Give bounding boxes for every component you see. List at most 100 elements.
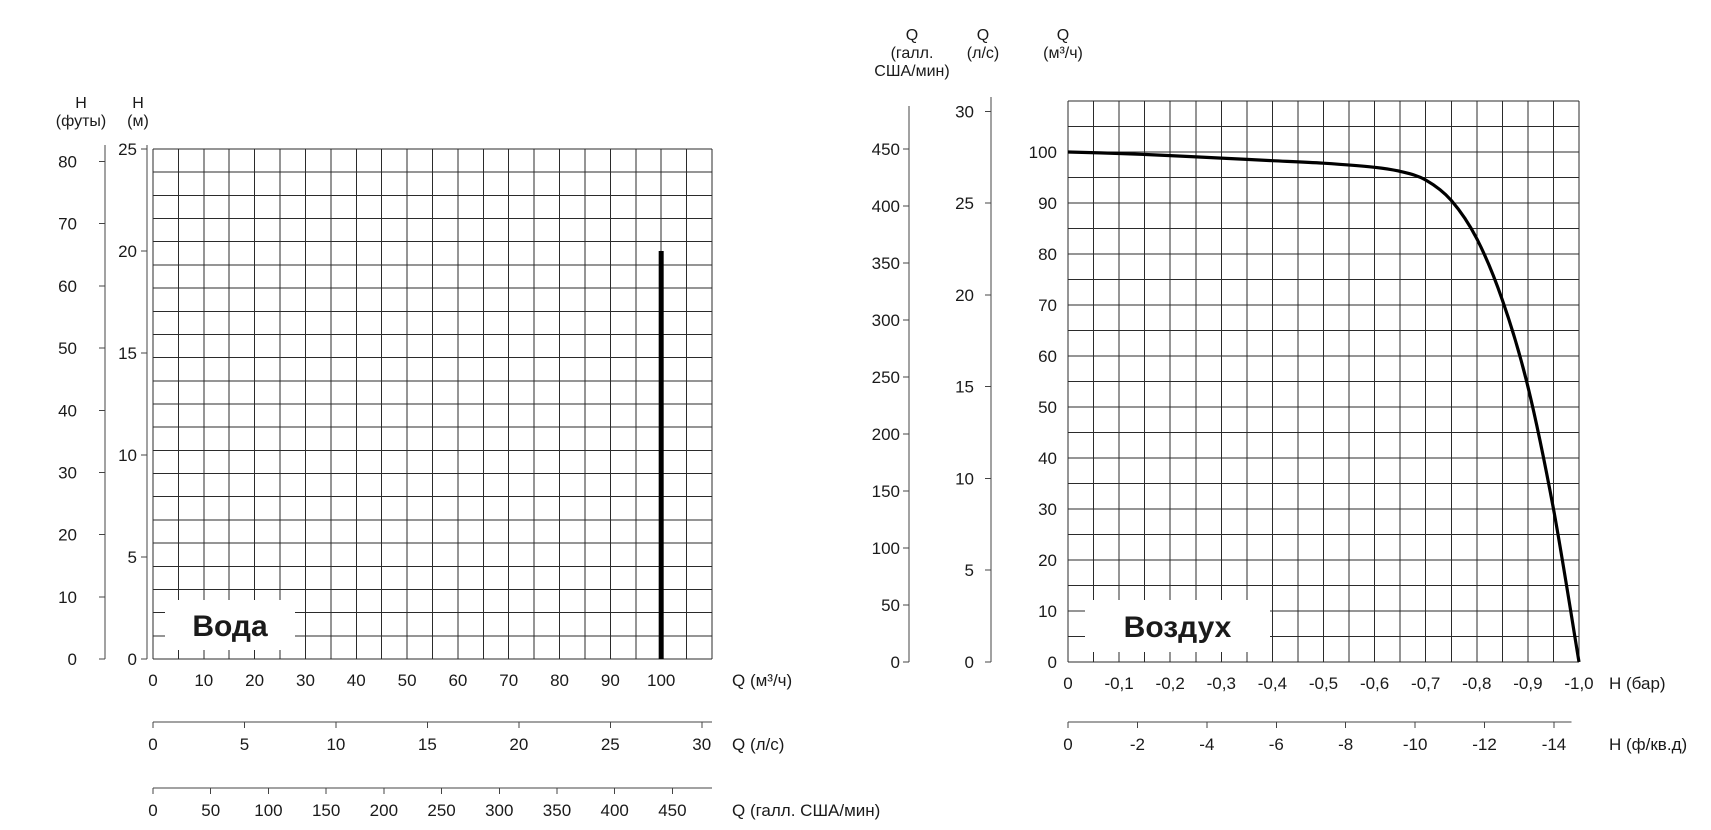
y-tick-label: 40 <box>58 401 77 420</box>
y-axis-header: Q <box>906 27 918 44</box>
y-tick-label: 250 <box>872 368 900 387</box>
y-tick-label: 30 <box>1038 500 1057 519</box>
y-axis-header: (галл. <box>891 45 934 62</box>
x-tick-label: 0 <box>148 671 157 690</box>
y-tick-label: 200 <box>872 425 900 444</box>
medium-badge: Вода <box>165 600 295 650</box>
x-axis-title: Q (м³/ч) <box>732 671 792 690</box>
y-tick-label: 25 <box>955 194 974 213</box>
x-tick-label: 300 <box>485 801 513 820</box>
y-tick-label: 80 <box>58 153 77 172</box>
y-tick-label: 80 <box>1038 245 1057 264</box>
x-axis-title: Q (галл. США/мин) <box>732 801 880 820</box>
x-tick-label: 90 <box>601 671 620 690</box>
x-axis: 0 5 10 15 20 25 30 Q (л/с) <box>148 721 784 754</box>
y-tick-label: 0 <box>891 653 900 672</box>
y-tick-label: 350 <box>872 254 900 273</box>
badge-background <box>165 600 295 650</box>
y-axis-header: Q <box>1057 27 1069 44</box>
x-tick-label: 50 <box>201 801 220 820</box>
x-tick-label: -0,2 <box>1156 674 1185 693</box>
y-tick-label: 15 <box>955 378 974 397</box>
y-axis-header: (л/с) <box>967 45 999 62</box>
y-tick-label: 70 <box>58 215 77 234</box>
y-axis: 0 5 10 15 20 25 H(м) <box>118 95 149 669</box>
y-tick-label: 30 <box>955 102 974 121</box>
y-tick-label: 0 <box>128 650 137 669</box>
x-tick-label: 30 <box>296 671 315 690</box>
plot-grid <box>1067 100 1580 663</box>
x-tick-label: 100 <box>647 671 675 690</box>
x-axis: 0 10 20 30 40 50 60 70 80 90 100 Q (м³/ч) <box>148 671 792 690</box>
y-axis-header: США/мин) <box>874 63 949 80</box>
y-tick-label: 60 <box>58 277 77 296</box>
y-axis-header: (футы) <box>56 113 106 130</box>
y-tick-label: 0 <box>1048 653 1057 672</box>
x-tick-label: 50 <box>398 671 417 690</box>
x-tick-label: 40 <box>347 671 366 690</box>
y-tick-label: 20 <box>118 242 137 261</box>
x-tick-label: -0,3 <box>1207 674 1236 693</box>
x-tick-label: 250 <box>427 801 455 820</box>
x-tick-label: -10 <box>1403 735 1428 754</box>
x-axis: 0 -2 -4 -6 -8 -10 -12 -14 H (ф/кв.д) <box>1063 721 1687 754</box>
y-tick-label: 450 <box>872 140 900 159</box>
medium-badge: Воздух <box>1085 600 1270 652</box>
y-tick-label: 50 <box>1038 398 1057 417</box>
y-tick-label: 30 <box>58 463 77 482</box>
y-tick-label: 70 <box>1038 296 1057 315</box>
y-tick-label: 15 <box>118 344 137 363</box>
x-tick-label: 100 <box>254 801 282 820</box>
x-tick-label: 200 <box>370 801 398 820</box>
y-tick-label: 300 <box>872 311 900 330</box>
x-tick-label: 70 <box>499 671 518 690</box>
x-axis-title: H (ф/кв.д) <box>1609 735 1687 754</box>
y-axis-header: (м) <box>127 113 149 130</box>
x-tick-label: -6 <box>1269 735 1284 754</box>
y-tick-label: 20 <box>955 286 974 305</box>
y-tick-label: 10 <box>118 446 137 465</box>
x-tick-label: 0 <box>1063 674 1072 693</box>
x-axis: 0 -0,1 -0,2 -0,3 -0,4 -0,5 -0,6 -0,7 -0,8 -0,9 -1,… <box>1063 674 1665 693</box>
x-tick-label: -14 <box>1542 735 1567 754</box>
y-axis: 0 50 100 150 200 250 300 350 400 450 Q(галл.США/ми… <box>872 27 950 672</box>
y-tick-label: 10 <box>58 588 77 607</box>
x-tick-label: 5 <box>240 735 249 754</box>
y-tick-label: 0 <box>68 650 77 669</box>
x-tick-label: 30 <box>692 735 711 754</box>
x-tick-label: -12 <box>1472 735 1497 754</box>
y-axis-header: H <box>75 95 87 112</box>
x-axis-title: H (бар) <box>1609 674 1666 693</box>
y-tick-label: 150 <box>872 482 900 501</box>
y-tick-label: 0 <box>965 653 974 672</box>
x-tick-label: 150 <box>312 801 340 820</box>
x-tick-label: -0,8 <box>1462 674 1491 693</box>
x-tick-label: -1,0 <box>1564 674 1593 693</box>
x-axis-title: Q (л/с) <box>732 735 784 754</box>
x-tick-label: 60 <box>448 671 467 690</box>
x-tick-label: 20 <box>245 671 264 690</box>
x-tick-label: -4 <box>1199 735 1214 754</box>
x-tick-label: -0,6 <box>1360 674 1389 693</box>
x-tick-label: 25 <box>601 735 620 754</box>
air-chart: 050100150200250300350400450Q(галл.США/ми… <box>872 27 1688 754</box>
y-tick-label: 400 <box>872 197 900 216</box>
x-tick-label: 450 <box>658 801 686 820</box>
air-flow-curve <box>1067 150 1581 663</box>
y-tick-label: 100 <box>1029 143 1057 162</box>
y-tick-label: 20 <box>1038 551 1057 570</box>
x-tick-label: 80 <box>550 671 569 690</box>
y-axis: 0 10 20 30 40 50 60 70 80 H(футы) <box>56 95 106 669</box>
x-tick-label: 20 <box>509 735 528 754</box>
y-tick-label: 60 <box>1038 347 1057 366</box>
x-tick-label: -0,4 <box>1258 674 1287 693</box>
badge-label: Вода <box>192 610 268 643</box>
y-tick-label: 90 <box>1038 194 1057 213</box>
y-axis-header: (м³/ч) <box>1043 45 1083 62</box>
x-tick-label: -0,5 <box>1309 674 1338 693</box>
y-axis-header: H <box>132 95 144 112</box>
x-tick-label: 400 <box>601 801 629 820</box>
